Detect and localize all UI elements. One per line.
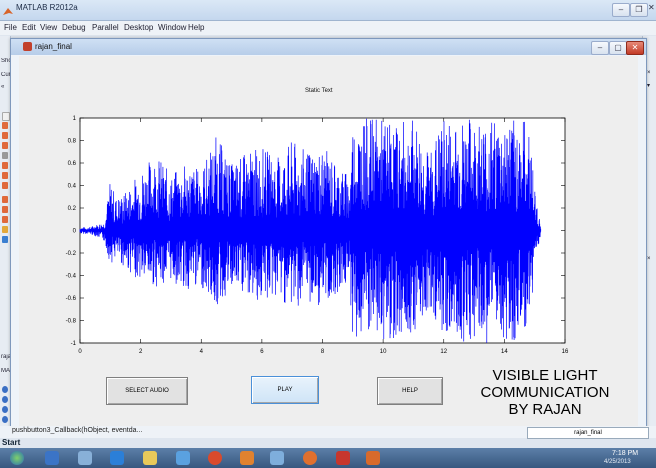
figure-maximize-button[interactable]: ▢ bbox=[609, 41, 627, 55]
figure-file-icon[interactable] bbox=[2, 182, 8, 189]
editor-tab[interactable]: rajan_final bbox=[527, 427, 649, 439]
workspace-label[interactable]: rajan_ bbox=[1, 354, 10, 360]
x-tick-label: 14 bbox=[501, 349, 508, 355]
figure-file-icon[interactable] bbox=[2, 132, 8, 139]
menu-window[interactable]: Window bbox=[158, 23, 187, 32]
figure-title: rajan_final bbox=[35, 42, 72, 51]
y-tick-label: 0.8 bbox=[68, 139, 77, 145]
history-item-icon[interactable] bbox=[2, 396, 8, 403]
figure-file-icon[interactable] bbox=[2, 172, 8, 179]
y-tick-label: 0.2 bbox=[68, 206, 77, 212]
x-tick-label: 8 bbox=[321, 349, 325, 355]
figure-minimize-button[interactable]: – bbox=[591, 41, 609, 55]
history-item-icon[interactable] bbox=[2, 416, 8, 423]
audio-waveform-axes: 0 2 4 6 8 10 12 14 16 -1 -0.8 -0.6 -0.4 -0.2 0 0.2 0.4 0.… bbox=[66, 116, 569, 355]
windows-start-icon[interactable] bbox=[10, 451, 24, 465]
panel-dropdown-icon[interactable]: ▾ bbox=[647, 83, 651, 89]
caption-text: VISIBLE LIGHT COMMUNICATION BY RAJAN bbox=[470, 367, 620, 418]
shortcuts-label[interactable]: Shor bbox=[1, 58, 10, 64]
matlab-title: MATLAB R2012a bbox=[16, 3, 78, 12]
figure-file-icon[interactable] bbox=[2, 206, 8, 213]
select-audio-button[interactable]: SELECT AUDIO bbox=[106, 377, 188, 405]
data-file-icon[interactable] bbox=[2, 236, 8, 243]
menu-desktop[interactable]: Desktop bbox=[124, 23, 154, 32]
vlc-icon[interactable] bbox=[240, 451, 254, 465]
caption-line: VISIBLE LIGHT bbox=[492, 367, 598, 384]
figure-titlebar bbox=[11, 39, 646, 55]
menu-file[interactable]: File bbox=[4, 23, 17, 32]
panel-close-icon[interactable]: × bbox=[647, 256, 651, 262]
y-tick-label: -0.8 bbox=[66, 319, 77, 325]
command-bar bbox=[0, 426, 656, 438]
menu-view[interactable]: View bbox=[40, 23, 58, 32]
y-tick-label: -0.6 bbox=[66, 296, 77, 302]
y-tick-label: -0.2 bbox=[66, 251, 77, 257]
matlab-menubar: File Edit View Debug Parallel Desktop Wi… bbox=[0, 21, 656, 35]
menu-debug[interactable]: Debug bbox=[62, 23, 86, 32]
y-tick-label: 0 bbox=[73, 229, 77, 235]
callback-status-text: pushbutton3_Callback(hObject, eventda... bbox=[12, 427, 143, 434]
figure-file-icon[interactable] bbox=[2, 142, 8, 149]
y-tick-label: 0.4 bbox=[68, 184, 77, 190]
caption-line: COMMUNICATION bbox=[480, 384, 610, 401]
taskbar-app-icon[interactable] bbox=[45, 451, 59, 465]
file-icon[interactable] bbox=[2, 152, 8, 159]
history-item-icon[interactable] bbox=[2, 386, 8, 393]
internet-explorer-icon[interactable] bbox=[110, 451, 124, 465]
matlab-taskbar-icon[interactable] bbox=[366, 451, 380, 465]
chrome-icon[interactable] bbox=[208, 451, 222, 465]
waveform-line bbox=[79, 118, 542, 343]
media-player-icon[interactable] bbox=[176, 451, 190, 465]
x-tick-label: 16 bbox=[562, 349, 569, 355]
menu-parallel[interactable]: Parallel bbox=[92, 23, 119, 32]
y-tick-label: -0.4 bbox=[66, 274, 77, 280]
matlab-file-icon[interactable] bbox=[2, 226, 8, 233]
start-button[interactable]: Start bbox=[2, 438, 21, 447]
file-icon[interactable] bbox=[2, 112, 10, 121]
figure-file-icon[interactable] bbox=[2, 216, 8, 223]
y-tick-label: 0.6 bbox=[68, 161, 77, 167]
history-item-icon[interactable] bbox=[2, 406, 8, 413]
y-tick-label: -1 bbox=[71, 341, 77, 347]
taskbar-app-icon[interactable] bbox=[78, 451, 92, 465]
play-button[interactable]: PLAY bbox=[251, 376, 319, 404]
x-tick-label: 0 bbox=[78, 349, 82, 355]
figure-file-icon[interactable] bbox=[2, 196, 8, 203]
matlab-minimize-button[interactable]: – bbox=[612, 3, 630, 17]
x-tick-label: 12 bbox=[440, 349, 447, 355]
x-tick-label: 6 bbox=[260, 349, 264, 355]
figure-file-icon[interactable] bbox=[2, 162, 8, 169]
matlab-titlebar bbox=[0, 0, 656, 21]
command-history-label[interactable]: MATL bbox=[1, 368, 10, 374]
help-button[interactable]: HELP bbox=[377, 377, 443, 405]
figure-file-icon[interactable] bbox=[2, 122, 8, 129]
matlab-close-icon[interactable]: ✕ bbox=[648, 3, 655, 12]
menu-edit[interactable]: Edit bbox=[22, 23, 36, 32]
firefox-icon[interactable] bbox=[303, 451, 317, 465]
static-text-label: Static Text bbox=[305, 88, 333, 94]
folder-icon[interactable] bbox=[143, 451, 157, 465]
back-icon[interactable]: « bbox=[1, 84, 5, 90]
panel-close-icon[interactable]: × bbox=[647, 70, 651, 76]
figure-close-button[interactable]: ✕ bbox=[626, 41, 644, 55]
figure-app-icon bbox=[23, 42, 32, 51]
taskbar-app-icon[interactable] bbox=[270, 451, 284, 465]
caption-line: BY RAJAN bbox=[508, 401, 582, 418]
matlab-restore-button[interactable]: ❐ bbox=[630, 3, 648, 17]
y-tick-label: 1 bbox=[73, 116, 77, 122]
current-folder-label[interactable]: Curren bbox=[1, 72, 10, 78]
x-tick-label: 2 bbox=[139, 349, 143, 355]
x-tick-label: 4 bbox=[200, 349, 204, 355]
taskbar-app-icon[interactable] bbox=[336, 451, 350, 465]
x-tick-label: 10 bbox=[380, 349, 387, 355]
taskbar bbox=[0, 448, 656, 468]
menu-help[interactable]: Help bbox=[188, 23, 205, 32]
matlab-logo-icon bbox=[3, 4, 13, 15]
clock-time[interactable]: 7:18 PM bbox=[612, 450, 639, 457]
clock-date[interactable]: 4/25/2013 bbox=[604, 459, 631, 465]
